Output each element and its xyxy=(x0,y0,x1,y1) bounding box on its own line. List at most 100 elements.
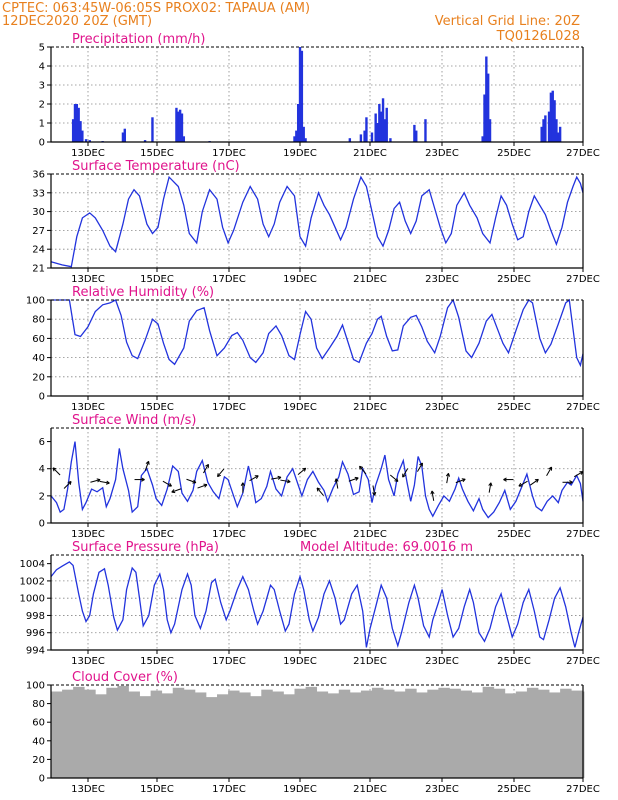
cloud-bar xyxy=(460,690,472,778)
x-tick-label: 13DEC xyxy=(71,274,105,285)
wind-arrow-shaft xyxy=(186,478,197,484)
y-tick-label: 0 xyxy=(39,519,45,530)
precip-bar xyxy=(381,98,385,142)
y-tick-label: 20 xyxy=(32,755,45,766)
precip-bar xyxy=(488,119,492,142)
wind-arrow-head xyxy=(148,461,150,465)
x-tick-label: 19DEC xyxy=(283,148,317,159)
wind-arrow xyxy=(334,478,339,489)
wind-arrow xyxy=(144,460,150,471)
wind-arrow xyxy=(529,478,539,486)
series-line xyxy=(50,441,584,519)
wind-arrow xyxy=(203,463,209,474)
wind-arrow-head xyxy=(204,484,208,488)
wind-arrow xyxy=(197,483,208,489)
y-tick-label: 80 xyxy=(32,699,45,710)
panel-title: Precipitation (mm/h) xyxy=(72,32,205,47)
precip-bar xyxy=(557,132,560,142)
x-tick-label: 25DEC xyxy=(497,402,531,413)
precip-bar xyxy=(182,136,186,142)
cloud-bar xyxy=(515,691,528,778)
x-tick-label: 17DEC xyxy=(212,148,246,159)
wind-arrow-shaft xyxy=(455,478,466,484)
wind-arrow xyxy=(162,480,172,487)
cloud-bar xyxy=(583,691,585,778)
x-tick-label: 19DEC xyxy=(283,784,317,795)
y-tick-label: 24 xyxy=(32,245,45,256)
y-tick-label: 1004 xyxy=(20,559,45,570)
wind-arrow-shaft xyxy=(249,475,259,482)
y-tick-label: 21 xyxy=(32,264,45,275)
precip-bar xyxy=(363,130,366,142)
wind-arrow-head xyxy=(69,481,72,485)
cloud-bar xyxy=(438,687,450,778)
wind-arrow-shaft xyxy=(144,461,150,471)
wind-arrow xyxy=(348,476,359,482)
wind-arrow-head xyxy=(277,476,282,480)
precip-bar xyxy=(385,107,388,142)
cloud-bar xyxy=(106,687,118,778)
wind-arrow xyxy=(416,462,423,472)
wind-arrow xyxy=(455,478,466,484)
precip-bar xyxy=(374,113,377,142)
wind-arrow xyxy=(402,468,409,478)
precip-bar xyxy=(178,109,182,142)
panel-3: Relative Humidity (%) 0 20 40 60 80 100 13DEC 15… xyxy=(26,285,600,413)
header-grid-note: Vertical Grid Line: 20Z xyxy=(435,14,580,29)
x-tick-label: 15DEC xyxy=(140,148,174,159)
wind-arrow-head xyxy=(394,480,399,482)
cloud-bar xyxy=(183,689,196,778)
wind-arrow xyxy=(372,485,377,496)
precip-bar xyxy=(88,140,91,142)
x-tick-label: 23DEC xyxy=(425,656,459,667)
wind-arrow-head xyxy=(316,487,321,490)
precip-bar xyxy=(483,94,486,142)
panel-frame xyxy=(50,428,584,524)
cloud-bar xyxy=(84,689,96,778)
wind-arrow-shaft xyxy=(518,480,528,487)
wind-arrow-shaft xyxy=(335,478,339,489)
wind-arrow xyxy=(389,474,399,482)
y-tick-label: 100 xyxy=(26,681,45,692)
precip-bar xyxy=(551,90,554,142)
cloud-bar xyxy=(537,689,550,778)
wind-arrow xyxy=(503,477,514,482)
y-tick-label: 3 xyxy=(39,81,45,92)
wind-arrow-head xyxy=(447,473,451,477)
panel-2: Surface Temperature (nC) 21 24 27 30 33 36 13DE… xyxy=(32,159,600,285)
y-tick-label: 100 xyxy=(26,296,45,307)
precip-bar xyxy=(151,117,154,142)
cloud-bar xyxy=(427,689,439,778)
wind-arrow xyxy=(52,467,61,476)
wind-arrow xyxy=(562,480,573,485)
wind-arrow-head xyxy=(372,492,376,496)
x-tick-label: 21DEC xyxy=(353,784,387,795)
wind-arrow xyxy=(297,467,307,476)
x-tick-label: 17DEC xyxy=(212,274,246,285)
y-tick-label: 20 xyxy=(32,372,45,383)
y-tick-label: 60 xyxy=(32,334,45,345)
y-tick-label: 40 xyxy=(32,736,45,747)
y-tick-label: 60 xyxy=(32,718,45,729)
precip-bar xyxy=(302,126,305,142)
cloud-bar xyxy=(405,688,417,778)
y-tick-label: 80 xyxy=(32,315,45,326)
precip-bar xyxy=(143,140,147,142)
x-tick-label: 23DEC xyxy=(425,784,459,795)
wind-arrow-shaft xyxy=(280,479,291,483)
x-tick-label: 23DEC xyxy=(425,529,459,540)
precip-bar xyxy=(296,104,300,142)
wind-arrow-shaft xyxy=(488,482,492,493)
x-tick-label: 27DEC xyxy=(566,529,600,540)
wind-arrow xyxy=(99,480,110,485)
y-tick-label: 27 xyxy=(32,226,45,237)
cloud-bar xyxy=(305,686,318,778)
wind-arrow xyxy=(280,479,291,484)
x-tick-label: 21DEC xyxy=(353,274,387,285)
wind-arrow-shaft xyxy=(431,490,435,501)
wind-arrow-shaft xyxy=(529,479,539,486)
precip-bar xyxy=(81,130,84,142)
y-tick-label: 5 xyxy=(39,43,45,54)
precip-bar xyxy=(558,126,562,142)
x-tick-label: 19DEC xyxy=(283,402,317,413)
